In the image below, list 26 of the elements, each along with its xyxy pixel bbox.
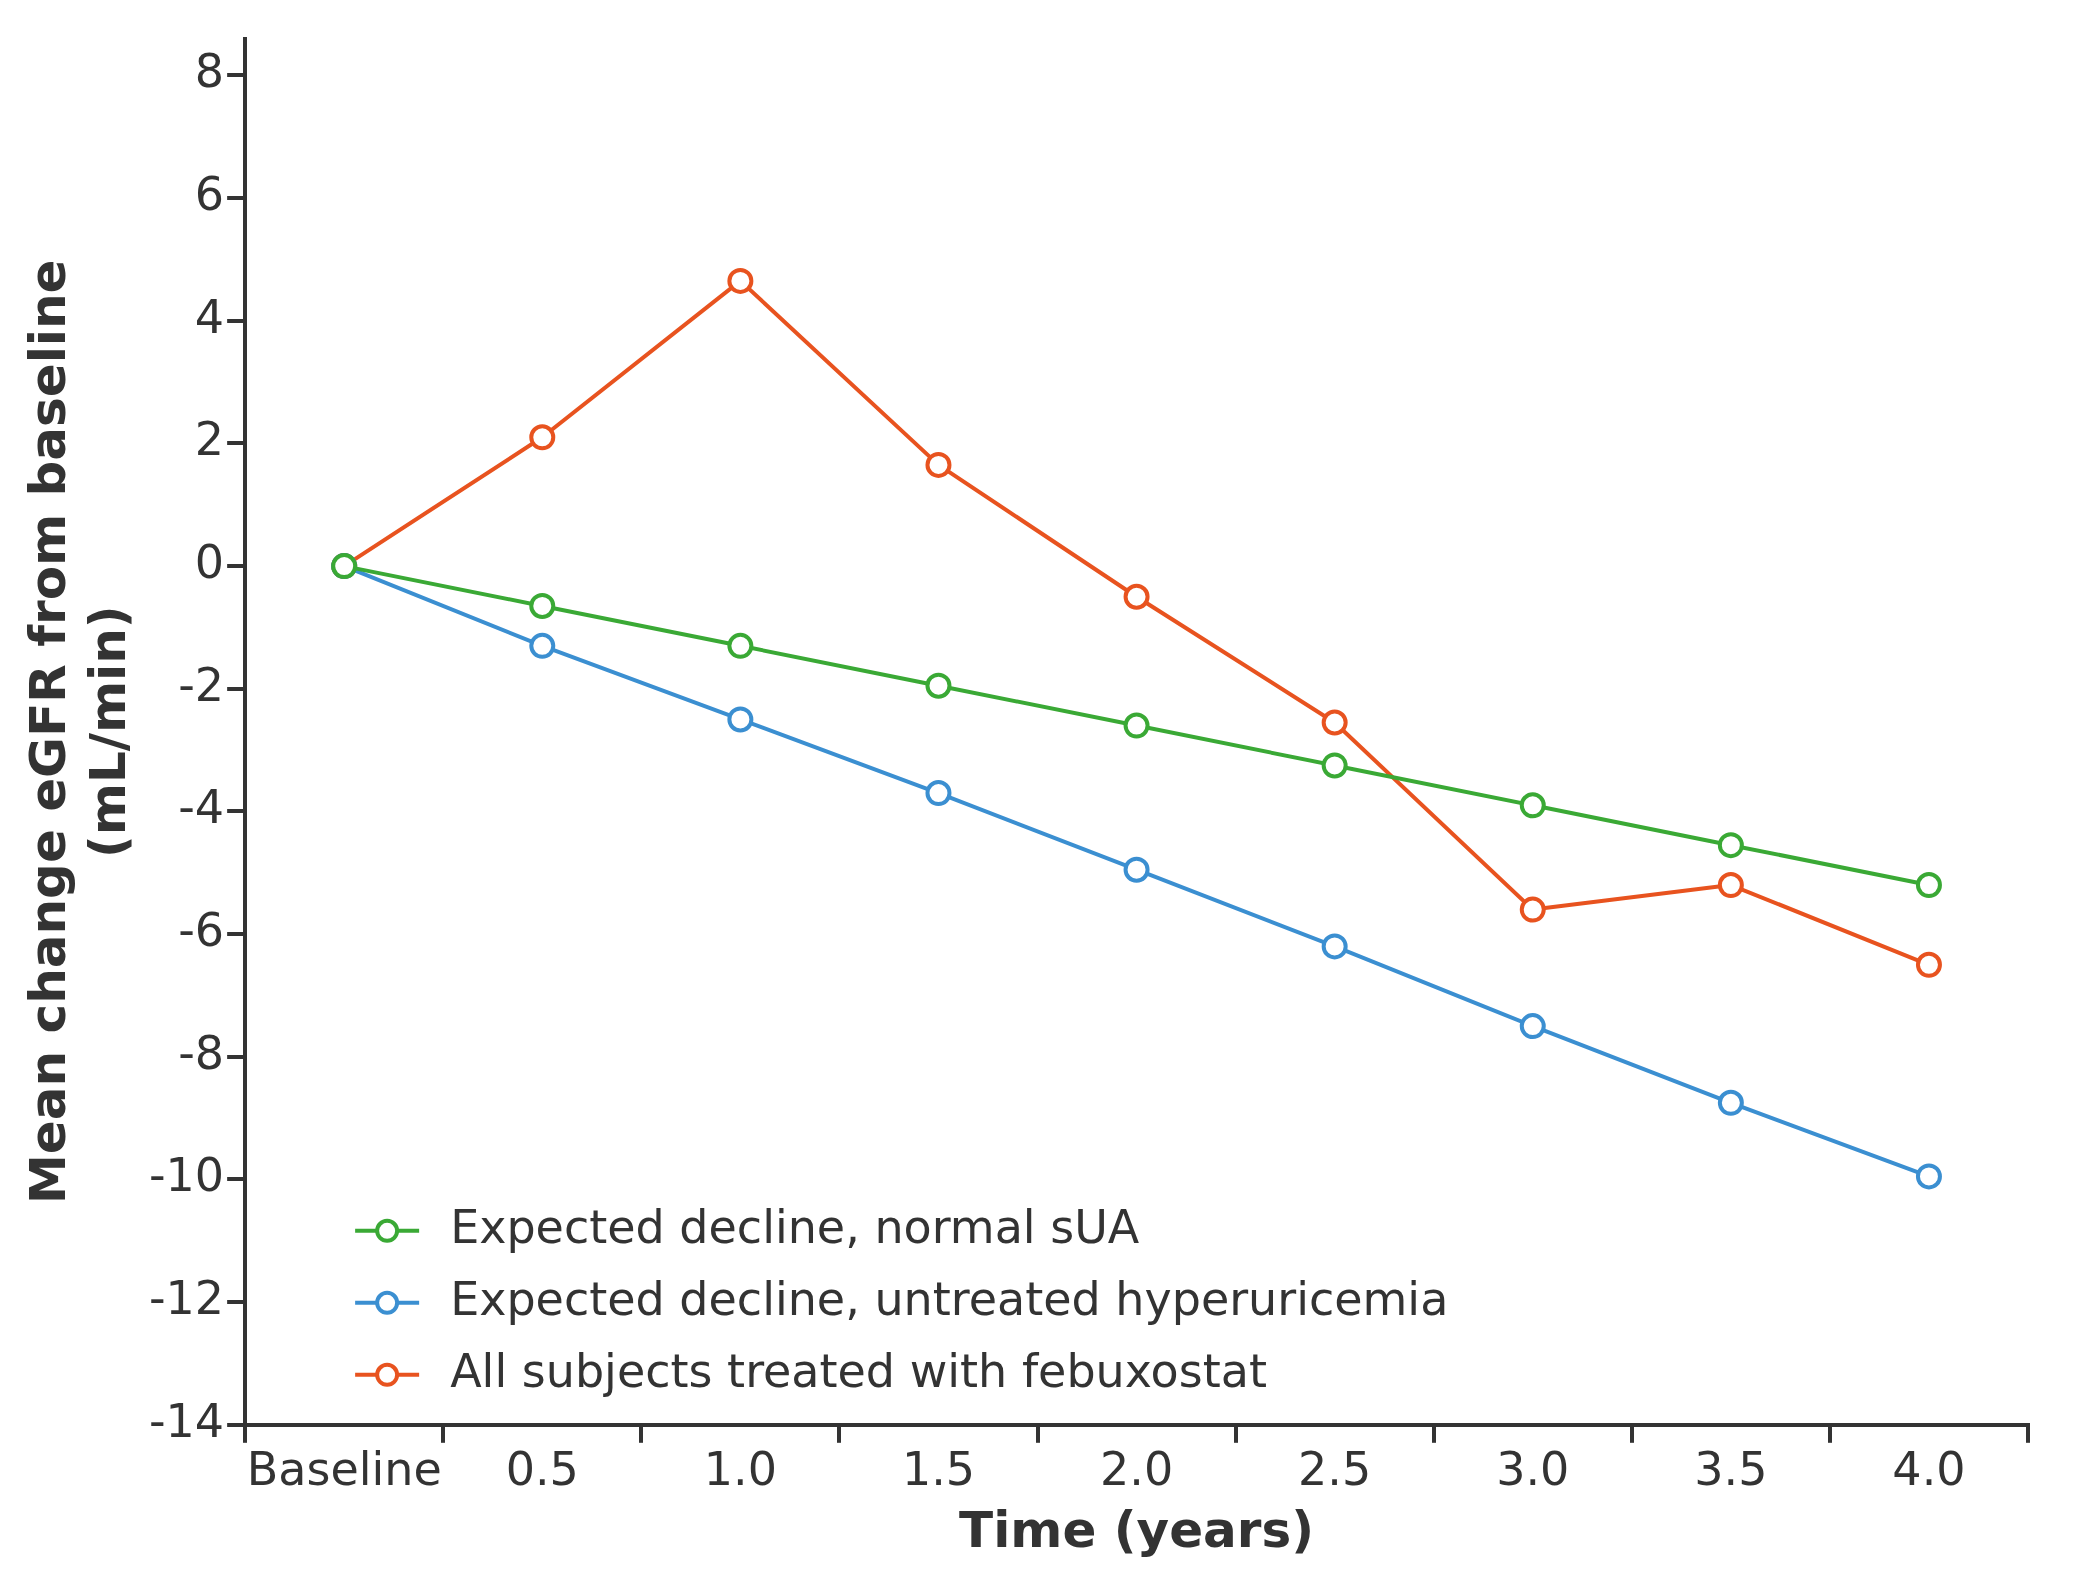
y-tick-label: -6 (178, 903, 225, 958)
legend-label: Expected decline, untreated hyperuricemia (450, 1271, 1449, 1326)
x-tick-label: 1.5 (901, 1442, 976, 1497)
y-tick-label: 0 (194, 535, 225, 590)
y-tick-label: -4 (178, 780, 225, 835)
y-tick-label: -14 (148, 1393, 225, 1448)
x-axis-title: Time (years) (959, 1500, 1315, 1559)
x-tick-label: 2.0 (1099, 1442, 1174, 1497)
x-tick-label: 0.5 (505, 1442, 579, 1497)
y-tick-label: -2 (178, 657, 225, 712)
x-tick-label: Baseline (246, 1442, 442, 1497)
y-tick-label: 8 (194, 44, 225, 99)
y-tick-label: -10 (148, 1148, 225, 1203)
x-tick-label: 2.5 (1298, 1442, 1372, 1497)
y-tick-label: -12 (148, 1271, 225, 1326)
y-axis-title: Mean change eGFR from baseline (mL/min) (18, 259, 137, 1204)
x-tick-label: 4.0 (1892, 1442, 1966, 1497)
legend-label: Expected decline, normal sUA (450, 1199, 1140, 1254)
legend-label: All subjects treated with febuxostat (450, 1343, 1267, 1398)
x-tick-label: 3.0 (1496, 1442, 1570, 1497)
y-tick-label: 2 (194, 412, 225, 467)
y-tick-label: 6 (194, 167, 225, 222)
x-tick-label: 1.0 (703, 1442, 777, 1497)
x-tick-label: 3.5 (1694, 1442, 1768, 1497)
y-tick-label: -8 (178, 1025, 225, 1080)
y-tick-label: 4 (194, 289, 225, 344)
